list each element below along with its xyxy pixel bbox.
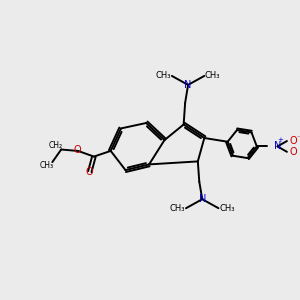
Text: CH₃: CH₃	[170, 204, 185, 213]
Text: CH₃: CH₃	[219, 204, 235, 213]
Text: +: +	[277, 137, 283, 143]
Text: O: O	[74, 146, 82, 155]
Text: N: N	[184, 80, 192, 90]
Text: O: O	[290, 147, 297, 157]
Text: O: O	[86, 167, 94, 177]
Text: ⁻: ⁻	[297, 133, 300, 142]
Text: N: N	[274, 141, 281, 152]
Text: CH₃: CH₃	[205, 71, 220, 80]
Text: N: N	[199, 194, 206, 204]
Text: CH₃: CH₃	[40, 161, 54, 170]
Text: CH₃: CH₃	[156, 71, 171, 80]
Text: CH₂: CH₂	[49, 141, 63, 150]
Text: O: O	[290, 136, 297, 146]
